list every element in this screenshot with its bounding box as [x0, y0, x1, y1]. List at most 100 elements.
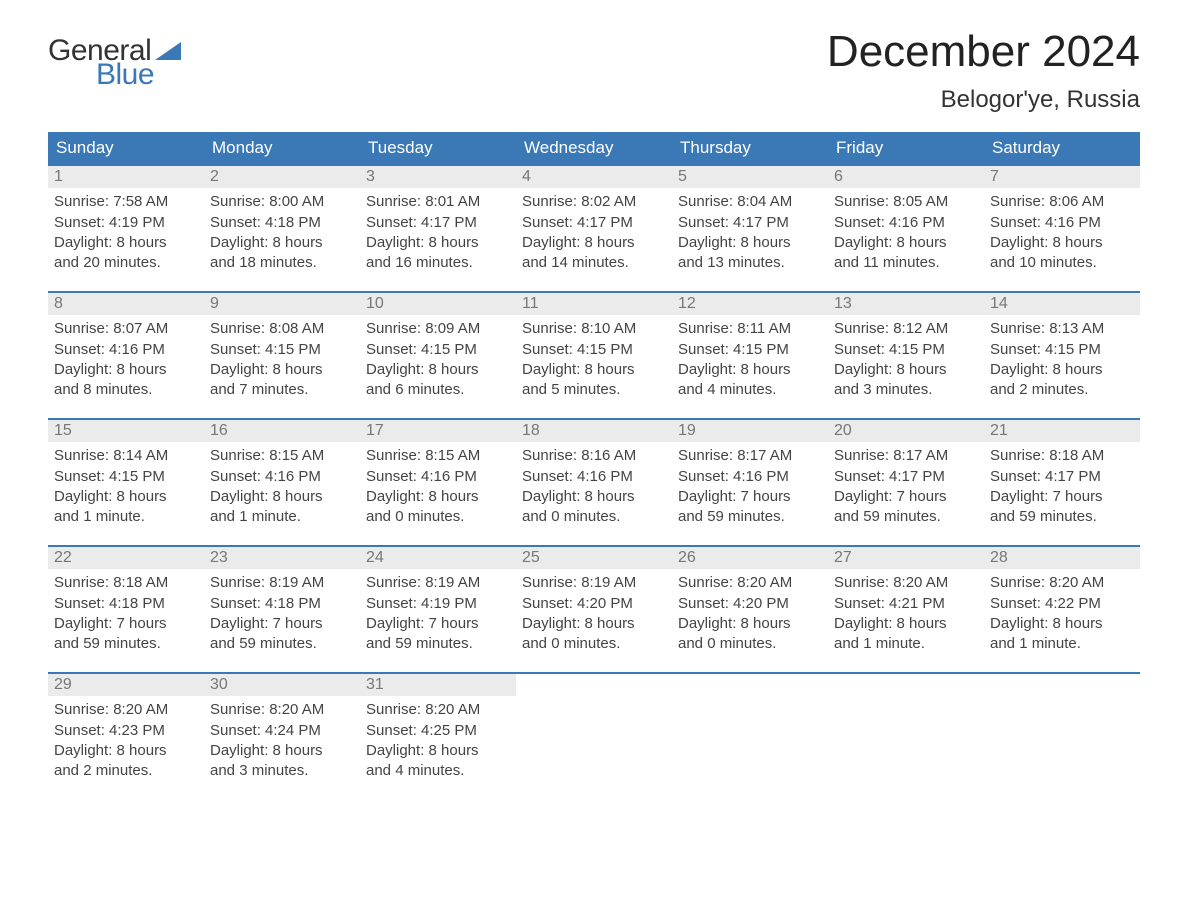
day-number: 31: [360, 674, 516, 696]
day-number: 23: [204, 547, 360, 569]
daylight-line-1: Daylight: 8 hours: [522, 233, 666, 253]
sunset-line: Sunset: 4:15 PM: [54, 467, 198, 487]
sunrise-line: Sunrise: 8:19 AM: [522, 573, 666, 593]
day-cell: 27Sunrise: 8:20 AMSunset: 4:21 PMDayligh…: [828, 545, 984, 672]
day-body: Sunrise: 8:18 AMSunset: 4:17 PMDaylight:…: [984, 442, 1140, 527]
sunrise-line: Sunrise: 8:15 AM: [366, 446, 510, 466]
day-number: 30: [204, 674, 360, 696]
logo-triangle-icon: [155, 42, 181, 60]
day-number: 29: [48, 674, 204, 696]
sunrise-line: Sunrise: 8:02 AM: [522, 192, 666, 212]
day-body: Sunrise: 8:09 AMSunset: 4:15 PMDaylight:…: [360, 315, 516, 400]
sunrise-line: Sunrise: 8:10 AM: [522, 319, 666, 339]
daylight-line-1: Daylight: 8 hours: [54, 487, 198, 507]
sunrise-line: Sunrise: 8:07 AM: [54, 319, 198, 339]
sunset-line: Sunset: 4:16 PM: [54, 340, 198, 360]
sunrise-line: Sunrise: 8:15 AM: [210, 446, 354, 466]
day-cell: 24Sunrise: 8:19 AMSunset: 4:19 PMDayligh…: [360, 545, 516, 672]
sunrise-line: Sunrise: 8:19 AM: [210, 573, 354, 593]
day-body: Sunrise: 8:07 AMSunset: 4:16 PMDaylight:…: [48, 315, 204, 400]
day-body: Sunrise: 8:19 AMSunset: 4:19 PMDaylight:…: [360, 569, 516, 654]
sunset-line: Sunset: 4:15 PM: [522, 340, 666, 360]
day-cell: 5Sunrise: 8:04 AMSunset: 4:17 PMDaylight…: [672, 164, 828, 291]
day-body: Sunrise: 8:05 AMSunset: 4:16 PMDaylight:…: [828, 188, 984, 273]
daylight-line-1: Daylight: 8 hours: [210, 741, 354, 761]
location: Belogor'ye, Russia: [827, 86, 1140, 114]
weekday-header: Thursday: [672, 132, 828, 164]
daylight-line-1: Daylight: 8 hours: [834, 614, 978, 634]
daylight-line-1: Daylight: 7 hours: [366, 614, 510, 634]
sunrise-line: Sunrise: 8:09 AM: [366, 319, 510, 339]
day-cell: 14Sunrise: 8:13 AMSunset: 4:15 PMDayligh…: [984, 291, 1140, 418]
day-cell: [984, 672, 1140, 799]
day-number: 27: [828, 547, 984, 569]
sunrise-line: Sunrise: 8:18 AM: [54, 573, 198, 593]
daylight-line-2: and 4 minutes.: [678, 380, 822, 400]
logo: General Blue: [48, 28, 181, 90]
sunset-line: Sunset: 4:24 PM: [210, 721, 354, 741]
daylight-line-1: Daylight: 8 hours: [522, 360, 666, 380]
daylight-line-1: Daylight: 8 hours: [210, 233, 354, 253]
day-number: 22: [48, 547, 204, 569]
calendar-table: SundayMondayTuesdayWednesdayThursdayFrid…: [48, 132, 1140, 799]
day-number: 15: [48, 420, 204, 442]
day-body: Sunrise: 8:04 AMSunset: 4:17 PMDaylight:…: [672, 188, 828, 273]
day-number: 14: [984, 293, 1140, 315]
day-number: 6: [828, 166, 984, 188]
day-number: 10: [360, 293, 516, 315]
daylight-line-2: and 59 minutes.: [678, 507, 822, 527]
day-body: Sunrise: 8:15 AMSunset: 4:16 PMDaylight:…: [204, 442, 360, 527]
daylight-line-2: and 2 minutes.: [990, 380, 1134, 400]
day-body: Sunrise: 8:20 AMSunset: 4:23 PMDaylight:…: [48, 696, 204, 781]
daylight-line-1: Daylight: 8 hours: [54, 233, 198, 253]
day-cell: 25Sunrise: 8:19 AMSunset: 4:20 PMDayligh…: [516, 545, 672, 672]
day-cell: 9Sunrise: 8:08 AMSunset: 4:15 PMDaylight…: [204, 291, 360, 418]
weekday-header: Monday: [204, 132, 360, 164]
daylight-line-1: Daylight: 8 hours: [990, 614, 1134, 634]
daylight-line-2: and 59 minutes.: [366, 634, 510, 654]
sunset-line: Sunset: 4:15 PM: [990, 340, 1134, 360]
day-number: 25: [516, 547, 672, 569]
day-cell: 3Sunrise: 8:01 AMSunset: 4:17 PMDaylight…: [360, 164, 516, 291]
day-cell: 23Sunrise: 8:19 AMSunset: 4:18 PMDayligh…: [204, 545, 360, 672]
sunrise-line: Sunrise: 8:05 AM: [834, 192, 978, 212]
sunrise-line: Sunrise: 8:20 AM: [366, 700, 510, 720]
day-body: Sunrise: 7:58 AMSunset: 4:19 PMDaylight:…: [48, 188, 204, 273]
day-cell: 19Sunrise: 8:17 AMSunset: 4:16 PMDayligh…: [672, 418, 828, 545]
day-cell: 12Sunrise: 8:11 AMSunset: 4:15 PMDayligh…: [672, 291, 828, 418]
sunset-line: Sunset: 4:20 PM: [522, 594, 666, 614]
day-body: Sunrise: 8:20 AMSunset: 4:25 PMDaylight:…: [360, 696, 516, 781]
sunrise-line: Sunrise: 8:17 AM: [834, 446, 978, 466]
day-cell: 20Sunrise: 8:17 AMSunset: 4:17 PMDayligh…: [828, 418, 984, 545]
sunset-line: Sunset: 4:16 PM: [990, 213, 1134, 233]
daylight-line-2: and 11 minutes.: [834, 253, 978, 273]
weekday-header: Friday: [828, 132, 984, 164]
sunrise-line: Sunrise: 8:11 AM: [678, 319, 822, 339]
sunset-line: Sunset: 4:17 PM: [366, 213, 510, 233]
day-cell: 26Sunrise: 8:20 AMSunset: 4:20 PMDayligh…: [672, 545, 828, 672]
daylight-line-1: Daylight: 8 hours: [990, 233, 1134, 253]
day-body: Sunrise: 8:16 AMSunset: 4:16 PMDaylight:…: [516, 442, 672, 527]
daylight-line-1: Daylight: 7 hours: [990, 487, 1134, 507]
day-body: Sunrise: 8:00 AMSunset: 4:18 PMDaylight:…: [204, 188, 360, 273]
daylight-line-1: Daylight: 8 hours: [678, 233, 822, 253]
day-number: 24: [360, 547, 516, 569]
day-body: Sunrise: 8:17 AMSunset: 4:16 PMDaylight:…: [672, 442, 828, 527]
day-body: Sunrise: 8:15 AMSunset: 4:16 PMDaylight:…: [360, 442, 516, 527]
day-number: 3: [360, 166, 516, 188]
weekday-header: Saturday: [984, 132, 1140, 164]
daylight-line-1: Daylight: 8 hours: [990, 360, 1134, 380]
daylight-line-1: Daylight: 8 hours: [678, 614, 822, 634]
day-cell: 13Sunrise: 8:12 AMSunset: 4:15 PMDayligh…: [828, 291, 984, 418]
daylight-line-1: Daylight: 8 hours: [210, 360, 354, 380]
sunset-line: Sunset: 4:16 PM: [522, 467, 666, 487]
day-cell: 7Sunrise: 8:06 AMSunset: 4:16 PMDaylight…: [984, 164, 1140, 291]
sunrise-line: Sunrise: 8:16 AM: [522, 446, 666, 466]
day-cell: 16Sunrise: 8:15 AMSunset: 4:16 PMDayligh…: [204, 418, 360, 545]
daylight-line-2: and 0 minutes.: [366, 507, 510, 527]
sunrise-line: Sunrise: 8:00 AM: [210, 192, 354, 212]
daylight-line-2: and 20 minutes.: [54, 253, 198, 273]
day-cell: 15Sunrise: 8:14 AMSunset: 4:15 PMDayligh…: [48, 418, 204, 545]
day-cell: 22Sunrise: 8:18 AMSunset: 4:18 PMDayligh…: [48, 545, 204, 672]
day-number: 21: [984, 420, 1140, 442]
